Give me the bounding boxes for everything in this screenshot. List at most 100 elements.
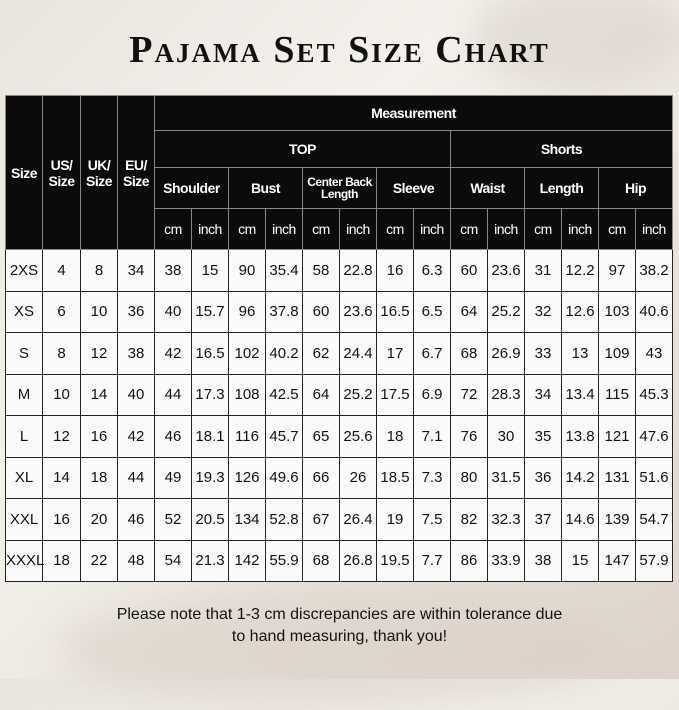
- table-cell: 6.7: [413, 332, 451, 375]
- table-cell: 12: [80, 332, 118, 375]
- table-cell: 28.3: [487, 373, 525, 416]
- table-cell: 37.8: [265, 290, 303, 333]
- table-cell: 55.9: [265, 539, 303, 582]
- table-cell: 16: [80, 415, 118, 458]
- table-cell: 45.7: [265, 415, 303, 458]
- table-cell: 67: [302, 498, 340, 541]
- table-cell: 36: [524, 456, 562, 499]
- table-cell: 7.7: [413, 539, 451, 582]
- table-cell: 32.3: [487, 498, 525, 541]
- table-cell: 21.3: [191, 539, 229, 582]
- table-cell: 13.8: [561, 415, 599, 458]
- table-cell: 36: [117, 290, 155, 333]
- table-cell: 97: [598, 249, 636, 292]
- unit-inch: inch: [413, 208, 451, 250]
- table-cell: 22.8: [339, 249, 377, 292]
- table-cell: 32: [524, 290, 562, 333]
- table-cell: 16.5: [376, 290, 414, 333]
- table-cell: 34: [524, 373, 562, 416]
- table-cell: 14.6: [561, 498, 599, 541]
- table-cell: 19: [376, 498, 414, 541]
- header-waist: Waist: [450, 167, 525, 209]
- unit-cm: cm: [524, 208, 562, 250]
- footer-line-1: Please note that 1-3 cm discrepancies ar…: [116, 606, 563, 623]
- table-cell: 147: [598, 539, 636, 582]
- table-cell: 17.3: [191, 373, 229, 416]
- header-length: Length: [524, 167, 599, 209]
- table-cell: 42.5: [265, 373, 303, 416]
- table-cell: 44: [154, 373, 192, 416]
- table-cell: 23.6: [487, 249, 525, 292]
- table-cell: 7.5: [413, 498, 451, 541]
- header-us-size: US/ Size: [42, 95, 81, 250]
- table-cell: 68: [450, 332, 488, 375]
- unit-inch: inch: [561, 208, 599, 250]
- unit-cm: cm: [450, 208, 488, 250]
- table-cell: 12: [42, 415, 81, 458]
- table-cell: 24.4: [339, 332, 377, 375]
- size-cell: XXL: [5, 498, 43, 541]
- table-cell: 18: [80, 456, 118, 499]
- table-cell: 54.7: [634, 498, 674, 541]
- table-cell: 14.2: [561, 456, 599, 499]
- table-cell: 126: [228, 456, 266, 499]
- table-row: XS 6 10 36 40 15.7 96 37.8 60 23.6 16.5 6.5 64 25.2 32…: [5, 290, 674, 333]
- unit-inch: inch: [265, 208, 303, 250]
- table-cell: 40.6: [634, 290, 674, 333]
- table-cell: 64: [450, 290, 488, 333]
- table-cell: 90: [228, 249, 266, 292]
- table-cell: 134: [228, 498, 266, 541]
- table-cell: 13: [561, 332, 599, 375]
- header-size: Size: [5, 95, 43, 250]
- table-cell: 96: [228, 290, 266, 333]
- table-cell: 43: [634, 332, 674, 375]
- unit-cm: cm: [154, 208, 192, 250]
- table-cell: 46: [154, 415, 192, 458]
- header-shorts: Shorts: [449, 130, 674, 168]
- table-cell: 16: [376, 249, 414, 292]
- table-cell: 139: [598, 498, 636, 541]
- table-cell: 15.7: [191, 290, 229, 333]
- table-cell: 6.5: [413, 290, 451, 333]
- table-cell: 40.2: [265, 332, 303, 375]
- table-cell: 52: [154, 498, 192, 541]
- footer-note: Please note that 1-3 cm discrepancies ar…: [0, 604, 679, 648]
- table-cell: 64: [302, 373, 340, 416]
- table-cell: 12.2: [561, 249, 599, 292]
- size-cell: L: [5, 415, 43, 458]
- table-cell: 15: [561, 539, 599, 582]
- table-row: XL 14 18 44 49 19.3 126 49.6 66 26 18.5 7.3 80 31.5 36…: [5, 456, 674, 499]
- table-cell: 35: [524, 415, 562, 458]
- header-shoulder: Shoulder: [154, 167, 229, 209]
- unit-inch: inch: [634, 208, 674, 250]
- table-cell: 103: [598, 290, 636, 333]
- table-cell: 42: [154, 332, 192, 375]
- table-cell: 14: [42, 456, 81, 499]
- table-cell: 42: [117, 415, 155, 458]
- table-cell: 18.1: [191, 415, 229, 458]
- table-cell: 6.9: [413, 373, 451, 416]
- unit-cm: cm: [302, 208, 340, 250]
- table-cell: 46: [117, 498, 155, 541]
- table-cell: 58: [302, 249, 340, 292]
- table-row: M 10 14 40 44 17.3 108 42.5 64 25.2 17.5 6.9 72 28.3 3…: [5, 373, 674, 416]
- table-cell: 35.4: [265, 249, 303, 292]
- table-cell: 8: [80, 249, 118, 292]
- table-cell: 31: [524, 249, 562, 292]
- unit-cm: cm: [376, 208, 414, 250]
- table-cell: 60: [450, 249, 488, 292]
- table-row: S 8 12 38 42 16.5 102 40.2 62 24.4 17 6.7 68 26.9 33 13…: [5, 332, 674, 375]
- table-cell: 102: [228, 332, 266, 375]
- page-title: Pajama Set Size Chart: [129, 29, 550, 71]
- size-cell: XL: [5, 456, 43, 499]
- table-cell: 16: [42, 498, 81, 541]
- table-cell: 116: [228, 415, 266, 458]
- table-cell: 33: [524, 332, 562, 375]
- unit-cm: cm: [598, 208, 636, 250]
- table-cell: 7.1: [413, 415, 451, 458]
- size-cell: M: [5, 373, 43, 416]
- table-cell: 40: [154, 290, 192, 333]
- table-cell: 18: [376, 415, 414, 458]
- table-cell: 38: [154, 249, 192, 292]
- table-cell: 25.2: [339, 373, 377, 416]
